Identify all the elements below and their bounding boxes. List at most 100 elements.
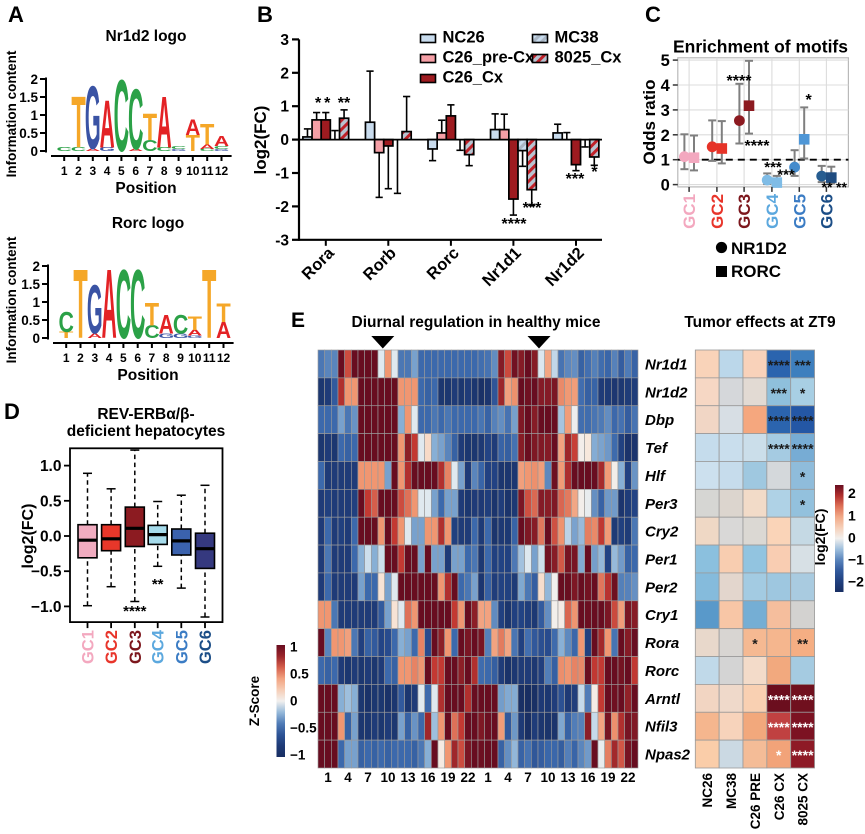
svg-text:8: 8: [161, 164, 168, 178]
svg-text:Cry2: Cry2: [645, 524, 679, 541]
svg-text:C: C: [214, 145, 229, 150]
svg-text:****: ****: [768, 413, 790, 429]
svg-text:T: T: [73, 250, 87, 360]
svg-text:A: A: [8, 2, 24, 27]
svg-text:0: 0: [661, 177, 670, 195]
svg-text:−0.5: −0.5: [31, 564, 62, 581]
svg-text:A: A: [102, 251, 117, 360]
svg-text:Per3: Per3: [645, 496, 678, 513]
svg-text:6: 6: [134, 351, 141, 365]
svg-text:3: 3: [91, 351, 98, 365]
svg-text:***: ***: [566, 171, 585, 188]
svg-text:3: 3: [89, 164, 96, 178]
svg-text:Cry1: Cry1: [645, 607, 678, 624]
svg-text:log2(FC): log2(FC): [251, 106, 270, 175]
svg-text:8025_Cx: 8025_Cx: [555, 49, 623, 67]
svg-text:G: G: [99, 147, 115, 153]
svg-text:B: B: [257, 2, 273, 27]
svg-text:4: 4: [344, 770, 352, 785]
svg-text:*: *: [776, 747, 782, 763]
svg-text:C26_Cx: C26_Cx: [443, 69, 504, 87]
svg-text:*: *: [315, 95, 322, 112]
svg-text:*: *: [800, 468, 806, 484]
svg-text:E: E: [291, 309, 305, 332]
svg-text:T: T: [145, 296, 159, 333]
svg-text:Arntl: Arntl: [644, 691, 681, 708]
svg-text:2: 2: [280, 65, 289, 82]
svg-text:****: ****: [792, 691, 814, 707]
svg-text:1: 1: [661, 152, 670, 170]
svg-text:1: 1: [848, 507, 856, 523]
svg-text:REV-ERBα/β-: REV-ERBα/β-: [97, 406, 194, 423]
svg-text:Dbp: Dbp: [645, 412, 674, 429]
svg-text:A: A: [159, 310, 174, 340]
svg-text:*: *: [324, 95, 331, 112]
svg-text:4: 4: [104, 164, 111, 178]
svg-text:T: T: [71, 83, 85, 164]
svg-text:1: 1: [30, 108, 38, 123]
svg-text:**: **: [338, 95, 351, 112]
svg-text:2: 2: [32, 259, 40, 274]
svg-text:Per1: Per1: [645, 552, 678, 569]
svg-text:1: 1: [61, 164, 68, 178]
svg-text:*: *: [752, 636, 758, 652]
svg-text:0.5: 0.5: [21, 313, 40, 328]
svg-text:MC38: MC38: [724, 773, 739, 810]
svg-text:****: ****: [502, 216, 528, 233]
svg-text:T: T: [202, 250, 216, 360]
svg-text:GC2: GC2: [708, 194, 727, 229]
svg-text:16: 16: [420, 770, 436, 785]
svg-text:9: 9: [177, 351, 184, 365]
svg-text:G: G: [171, 149, 187, 152]
svg-text:Enrichment of motifs: Enrichment of motifs: [673, 37, 848, 57]
svg-text:G: G: [85, 67, 101, 168]
svg-text:GC6: GC6: [817, 194, 836, 229]
svg-text:RORC: RORC: [731, 262, 781, 281]
svg-text:5: 5: [661, 52, 670, 70]
svg-text:2: 2: [77, 351, 84, 365]
svg-text:11: 11: [201, 164, 214, 178]
svg-text:Diurnal regulation in healthy: Diurnal regulation in healthy mice: [352, 314, 601, 331]
svg-text:T: T: [216, 298, 231, 328]
svg-text:C: C: [142, 137, 157, 155]
svg-text:1: 1: [32, 295, 40, 310]
svg-text:GC4: GC4: [763, 193, 782, 229]
svg-text:4: 4: [504, 770, 512, 785]
svg-text:Tef: Tef: [645, 440, 669, 457]
svg-text:G: G: [214, 149, 230, 152]
svg-text:T: T: [186, 130, 201, 156]
svg-text:1.5: 1.5: [19, 90, 38, 105]
svg-text:8: 8: [163, 351, 170, 365]
svg-text:T: T: [59, 330, 74, 340]
svg-text:2: 2: [848, 485, 856, 501]
svg-text:GC5: GC5: [790, 194, 809, 229]
svg-text:16: 16: [580, 770, 596, 785]
svg-text:Nr1d1: Nr1d1: [645, 356, 688, 373]
svg-text:****: ****: [768, 691, 790, 707]
svg-text:0: 0: [290, 694, 298, 709]
svg-text:GC6: GC6: [197, 630, 215, 664]
svg-text:C26 CX: C26 CX: [772, 773, 787, 820]
svg-text:***: ***: [794, 357, 811, 373]
svg-text:Nr1d2: Nr1d2: [645, 384, 688, 401]
svg-text:0.0: 0.0: [40, 529, 62, 546]
svg-text:C: C: [114, 58, 129, 173]
svg-text:9: 9: [175, 164, 182, 178]
svg-text:A: A: [128, 148, 143, 152]
svg-text:-3: -3: [275, 232, 289, 249]
svg-text:1: 1: [280, 99, 289, 116]
svg-text:0: 0: [280, 132, 289, 149]
svg-text:1: 1: [324, 770, 332, 785]
svg-text:**: **: [836, 179, 847, 195]
svg-text:C: C: [144, 322, 159, 342]
svg-text:*: *: [800, 496, 806, 512]
svg-text:**: **: [822, 179, 833, 195]
svg-text:C26 PRE: C26 PRE: [748, 773, 763, 829]
svg-text:GC1: GC1: [680, 194, 699, 229]
svg-text:A: A: [87, 333, 102, 340]
svg-text:Rorc: Rorc: [645, 663, 680, 680]
svg-text:A: A: [100, 87, 115, 163]
svg-text:Information content: Information content: [4, 50, 19, 177]
svg-text:A: A: [214, 133, 229, 149]
svg-text:7: 7: [364, 770, 372, 785]
